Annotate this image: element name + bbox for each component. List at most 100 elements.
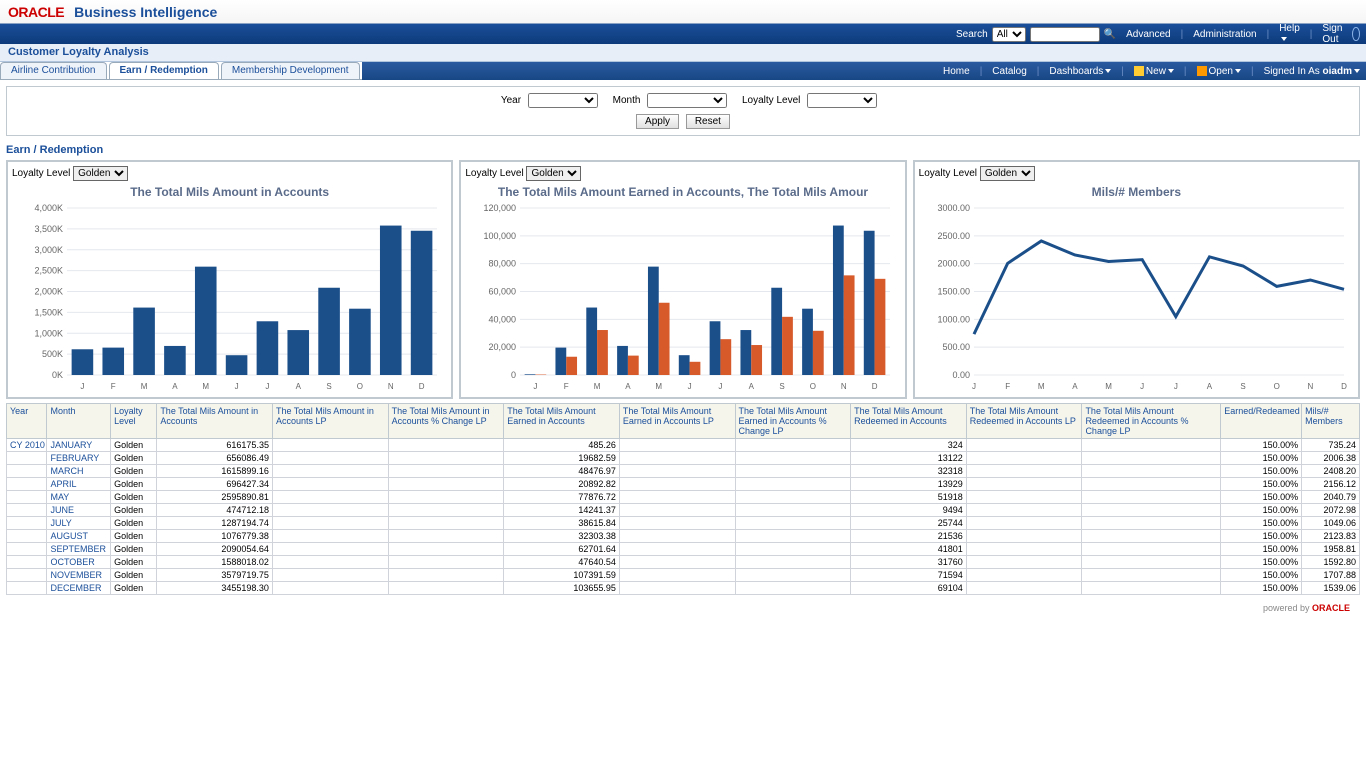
svg-text:1,000K: 1,000K xyxy=(34,328,63,338)
apply-button[interactable]: Apply xyxy=(636,114,679,129)
nav-catalog[interactable]: Catalog xyxy=(992,66,1026,77)
advanced-link[interactable]: Advanced xyxy=(1126,29,1170,40)
tab-membership-development[interactable]: Membership Development xyxy=(221,62,360,79)
col-header[interactable]: The Total Mils Amount in Accounts % Chan… xyxy=(388,404,504,439)
table-row: DECEMBERGolden3455198.30103655.956910415… xyxy=(7,582,1360,595)
svg-text:O: O xyxy=(810,382,816,391)
search-icon[interactable]: 🔍 xyxy=(1104,29,1116,40)
svg-text:J: J xyxy=(719,382,723,391)
svg-text:1500.00: 1500.00 xyxy=(937,287,970,297)
chevron-down-icon xyxy=(1281,37,1287,41)
help-link[interactable]: Help xyxy=(1279,23,1300,45)
svg-text:2000.00: 2000.00 xyxy=(937,259,970,269)
signed-in-label: Signed In As oiadm xyxy=(1264,66,1360,77)
search-scope-select[interactable]: All xyxy=(992,27,1026,42)
global-header: ORACLE Business Intelligence xyxy=(0,0,1366,24)
month-link[interactable]: DECEMBER xyxy=(50,583,101,593)
year-label: Year xyxy=(501,95,521,106)
svg-text:0.00: 0.00 xyxy=(952,370,970,380)
loyalty-label: Loyalty Level xyxy=(742,95,800,106)
svg-text:2,500K: 2,500K xyxy=(34,266,63,276)
svg-text:M: M xyxy=(1038,382,1045,391)
svg-text:S: S xyxy=(326,382,331,391)
year-select[interactable] xyxy=(528,93,598,108)
svg-text:3,500K: 3,500K xyxy=(34,224,63,234)
month-link[interactable]: APRIL xyxy=(50,479,76,489)
table-row: APRILGolden696427.3420892.8213929150.00%… xyxy=(7,478,1360,491)
svg-text:3,000K: 3,000K xyxy=(34,245,63,255)
col-header[interactable]: The Total Mils Amount in Accounts xyxy=(157,404,273,439)
col-header[interactable]: Loyalty Level xyxy=(111,404,157,439)
tab-earn-redemption[interactable]: Earn / Redemption xyxy=(109,62,219,79)
panel1-loyalty-select[interactable]: Golden xyxy=(73,166,128,181)
svg-text:500K: 500K xyxy=(42,349,63,359)
svg-text:60,000: 60,000 xyxy=(489,287,517,297)
month-link[interactable]: SEPTEMBER xyxy=(50,544,106,554)
table-row: CY 2010JANUARYGolden616175.35485.2632415… xyxy=(7,439,1360,452)
svg-text:A: A xyxy=(626,382,632,391)
month-link[interactable]: JUNE xyxy=(50,505,74,515)
chevron-down-icon xyxy=(1354,69,1360,73)
year-link[interactable]: CY 2010 xyxy=(10,440,45,450)
col-header[interactable]: The Total Mils Amount in Accounts LP xyxy=(272,404,388,439)
month-link[interactable]: JANUARY xyxy=(50,440,92,450)
month-link[interactable]: JULY xyxy=(50,518,71,528)
tab-airline-contribution[interactable]: Airline Contribution xyxy=(0,62,107,79)
svg-text:S: S xyxy=(1240,382,1245,391)
loyalty-select[interactable] xyxy=(807,93,877,108)
chevron-down-icon xyxy=(1235,69,1241,73)
global-toolbar: Search All 🔍 Advanced| Administration| H… xyxy=(0,24,1366,44)
administration-link[interactable]: Administration xyxy=(1193,29,1256,40)
month-link[interactable]: NOVEMBER xyxy=(50,570,102,580)
svg-text:100,000: 100,000 xyxy=(484,231,517,241)
col-header[interactable]: The Total Mils Amount Earned in Accounts… xyxy=(735,404,851,439)
new-icon xyxy=(1134,66,1144,76)
col-header[interactable]: Month xyxy=(47,404,111,439)
col-header[interactable]: The Total Mils Amount Earned in Accounts xyxy=(504,404,620,439)
section-title: Earn / Redemption xyxy=(6,144,1360,156)
month-link[interactable]: OCTOBER xyxy=(50,557,94,567)
col-header[interactable]: Earned/Redeamed xyxy=(1221,404,1302,439)
month-link[interactable]: MAY xyxy=(50,492,69,502)
search-input[interactable] xyxy=(1030,27,1100,42)
svg-text:J: J xyxy=(972,382,976,391)
month-link[interactable]: AUGUST xyxy=(50,531,88,541)
svg-text:1000.00: 1000.00 xyxy=(937,314,970,324)
svg-text:J: J xyxy=(80,382,84,391)
svg-text:M: M xyxy=(202,382,209,391)
oracle-logo: ORACLE xyxy=(8,4,64,20)
panel3-loyalty-select[interactable]: Golden xyxy=(980,166,1035,181)
col-header[interactable]: The Total Mils Amount Redeemed in Accoun… xyxy=(1082,404,1221,439)
col-header[interactable]: Mils/# Members xyxy=(1302,404,1360,439)
nav-home[interactable]: Home xyxy=(943,66,970,77)
nav-new[interactable]: New xyxy=(1134,66,1174,77)
reset-button[interactable]: Reset xyxy=(686,114,730,129)
search-label: Search xyxy=(956,29,988,40)
svg-text:F: F xyxy=(111,382,116,391)
svg-text:J: J xyxy=(265,382,269,391)
signout-link[interactable]: Sign Out xyxy=(1322,23,1342,45)
chart3-title: Mils/# Members xyxy=(919,185,1354,199)
svg-text:2,000K: 2,000K xyxy=(34,287,63,297)
dashboard-toolbar: Home| Catalog| Dashboards| New| Open| Si… xyxy=(362,62,1366,80)
col-header[interactable]: Year xyxy=(7,404,47,439)
table-row: MARCHGolden1615899.1648476.9732318150.00… xyxy=(7,465,1360,478)
svg-text:M: M xyxy=(1105,382,1112,391)
svg-text:J: J xyxy=(688,382,692,391)
nav-dashboards[interactable]: Dashboards xyxy=(1049,66,1111,77)
month-link[interactable]: MARCH xyxy=(50,466,83,476)
svg-text:2500.00: 2500.00 xyxy=(937,231,970,241)
breadcrumb: Customer Loyalty Analysis xyxy=(0,44,1366,62)
chart-panel-1: Loyalty Level Golden The Total Mils Amou… xyxy=(6,160,453,399)
nav-open[interactable]: Open xyxy=(1197,66,1241,77)
month-link[interactable]: FEBRUARY xyxy=(50,453,99,463)
chart-panel-2: Loyalty Level Golden The Total Mils Amou… xyxy=(459,160,906,399)
month-select[interactable] xyxy=(647,93,727,108)
col-header[interactable]: The Total Mils Amount Redeemed in Accoun… xyxy=(966,404,1082,439)
open-icon xyxy=(1197,66,1207,76)
footer: powered by ORACLE xyxy=(6,603,1360,613)
col-header[interactable]: The Total Mils Amount Earned in Accounts… xyxy=(619,404,735,439)
panel2-loyalty-select[interactable]: Golden xyxy=(526,166,581,181)
prompt-bar: Year Month Loyalty Level Apply Reset xyxy=(6,86,1360,136)
col-header[interactable]: The Total Mils Amount Redeemed in Accoun… xyxy=(851,404,967,439)
